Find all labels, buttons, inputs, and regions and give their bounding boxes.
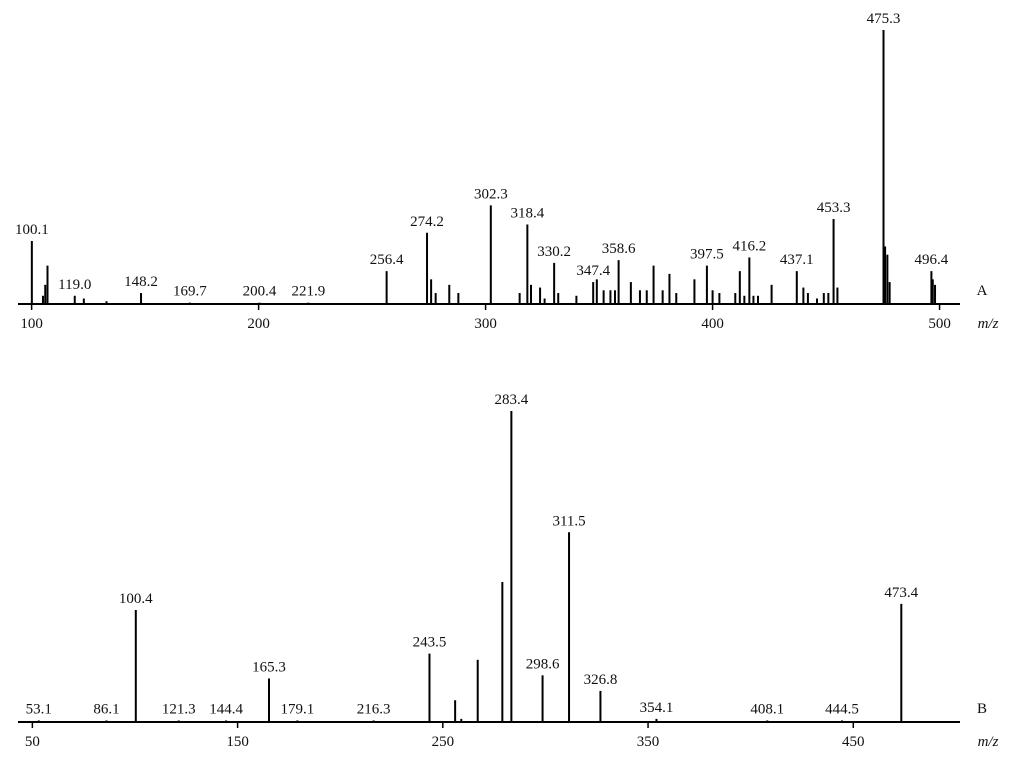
peak-label: 473.4	[884, 585, 918, 601]
peak-label: 330.2	[537, 244, 571, 260]
peak-label: 475.3	[867, 11, 901, 27]
peak-label: 256.4	[370, 252, 404, 268]
peak-label: 274.2	[410, 214, 444, 230]
peak-label: 354.1	[640, 700, 674, 716]
peak-label: 243.5	[413, 635, 447, 651]
x-tick-label: 250	[432, 734, 455, 750]
peak-label: 179.1	[280, 701, 314, 717]
peak-label: 216.3	[357, 701, 391, 717]
peak-label: 283.4	[494, 392, 528, 408]
x-tick-label: 100	[20, 316, 43, 332]
peak-label: 496.4	[915, 252, 949, 268]
peak-label: 169.7	[173, 284, 207, 300]
x-tick-label: 150	[226, 734, 249, 750]
peak-label: 444.5	[825, 701, 859, 717]
peak-label: 86.1	[93, 701, 119, 717]
panel-label: A	[977, 283, 988, 299]
peak-label: 453.3	[817, 200, 851, 216]
peak-label: 326.8	[584, 672, 618, 688]
x-tick-label: 350	[637, 734, 660, 750]
peak-label: 318.4	[510, 206, 544, 222]
x-tick-label: 200	[247, 316, 270, 332]
peak-label: 100.4	[119, 591, 153, 607]
peak-label: 302.3	[474, 186, 508, 202]
x-axis-label: m/z	[978, 734, 999, 750]
peak-label: 311.5	[552, 513, 585, 529]
peak-label: 397.5	[690, 247, 724, 263]
x-tick-label: 500	[928, 316, 951, 332]
panel-label: B	[977, 701, 987, 717]
x-tick-label: 400	[701, 316, 724, 332]
x-tick-label: 50	[25, 734, 40, 750]
peak-label: 408.1	[750, 701, 784, 717]
peak-label: 200.4	[243, 284, 277, 300]
peak-label: 148.2	[124, 274, 158, 290]
peak-label: 121.3	[162, 701, 196, 717]
peak-label: 144.4	[209, 701, 243, 717]
x-tick-label: 300	[474, 316, 497, 332]
peak-label: 298.6	[526, 656, 560, 672]
peak-label: 437.1	[780, 252, 814, 268]
peak-label: 119.0	[58, 277, 91, 293]
x-axis-label: m/z	[978, 316, 999, 332]
peak-label: 165.3	[252, 659, 286, 675]
peak-label: 416.2	[732, 238, 766, 254]
peak-label: 358.6	[602, 241, 636, 257]
peak-label: 221.9	[291, 284, 325, 300]
x-tick-label: 450	[842, 734, 865, 750]
peak-label: 53.1	[26, 701, 52, 717]
peak-label: 347.4	[576, 263, 610, 279]
peak-label: 100.1	[15, 222, 49, 238]
